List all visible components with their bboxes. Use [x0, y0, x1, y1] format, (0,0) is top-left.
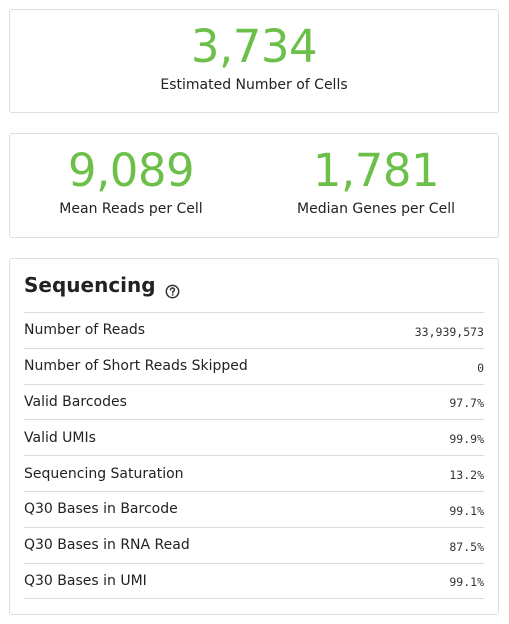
- row-value: 99.9%: [449, 432, 484, 447]
- median-genes-label: Median Genes per Cell: [297, 201, 455, 217]
- median-genes-metric: 1,781 Median Genes per Cell: [266, 146, 486, 218]
- sequencing-title: Sequencing: [24, 272, 180, 299]
- row-label: Sequencing Saturation: [24, 465, 184, 482]
- median-genes-value: 1,781: [312, 144, 440, 197]
- table-row: Valid UMIs 99.9%: [24, 419, 484, 456]
- table-row: Q30 Bases in Barcode 99.1%: [24, 491, 484, 527]
- estimated-cells-value: 3,734: [190, 20, 318, 73]
- mean-reads-value: 9,089: [67, 144, 195, 197]
- table-row: Q30 Bases in RNA Read 87.5%: [24, 527, 484, 563]
- row-label: Number of Short Reads Skipped: [24, 358, 248, 375]
- question-circle-icon[interactable]: [165, 279, 180, 299]
- row-label: Valid UMIs: [24, 429, 96, 446]
- row-label: Q30 Bases in Barcode: [24, 501, 178, 518]
- row-label: Q30 Bases in RNA Read: [24, 537, 190, 554]
- mean-reads-label: Mean Reads per Cell: [59, 201, 203, 217]
- sequencing-table: Number of Reads 33,939,573 Number of Sho…: [24, 312, 484, 599]
- table-row: Valid Barcodes 97.7%: [24, 384, 484, 420]
- table-row: Number of Reads 33,939,573: [24, 312, 484, 349]
- row-label: Valid Barcodes: [24, 393, 127, 410]
- row-value: 33,939,573: [414, 324, 484, 339]
- estimated-cells-label: Estimated Number of Cells: [160, 77, 348, 93]
- sequencing-title-text: Sequencing: [24, 273, 156, 297]
- row-value: 13.2%: [449, 468, 484, 483]
- sequencing-card: Sequencing Number of Reads 33,939,573 Nu…: [9, 258, 499, 615]
- mean-reads-metric: 9,089 Mean Reads per Cell: [21, 146, 241, 218]
- table-row: Sequencing Saturation 13.2%: [24, 455, 484, 492]
- row-value: 97.7%: [449, 396, 484, 411]
- row-value: 87.5%: [449, 539, 484, 554]
- cells-card: 3,734 Estimated Number of Cells: [9, 9, 499, 113]
- row-value: 99.1%: [449, 575, 484, 590]
- row-value: 0: [477, 360, 484, 375]
- table-row: Q30 Bases in UMI 99.1%: [24, 563, 484, 599]
- metrics-card: 9,089 Mean Reads per Cell 1,781 Median G…: [9, 133, 499, 238]
- table-row: Number of Short Reads Skipped 0: [24, 348, 484, 384]
- row-label: Q30 Bases in UMI: [24, 572, 147, 589]
- row-label: Number of Reads: [24, 322, 146, 339]
- row-value: 99.1%: [449, 503, 484, 518]
